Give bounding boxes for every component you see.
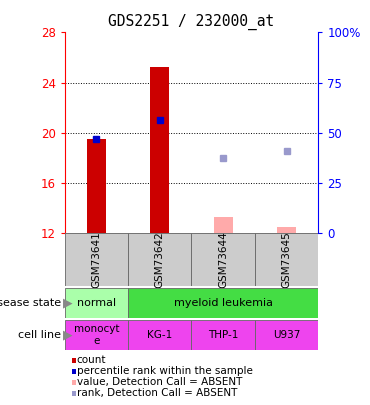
Text: monocyt
e: monocyt e: [74, 324, 119, 346]
Text: ▶: ▶: [63, 328, 73, 342]
Text: GSM73644: GSM73644: [218, 231, 228, 288]
Bar: [255, 233, 318, 286]
Text: GSM73642: GSM73642: [155, 231, 165, 288]
Bar: [192, 233, 255, 286]
Title: GDS2251 / 232000_at: GDS2251 / 232000_at: [108, 13, 275, 30]
Text: count: count: [77, 356, 106, 365]
Text: THP-1: THP-1: [208, 330, 238, 340]
Text: KG-1: KG-1: [147, 330, 172, 340]
Text: normal: normal: [77, 298, 116, 308]
Text: rank, Detection Call = ABSENT: rank, Detection Call = ABSENT: [77, 388, 237, 398]
Bar: [65, 288, 128, 318]
Text: value, Detection Call = ABSENT: value, Detection Call = ABSENT: [77, 377, 242, 387]
Text: U937: U937: [273, 330, 300, 340]
Bar: [213, 217, 233, 233]
Text: GSM73641: GSM73641: [91, 231, 101, 288]
Bar: [65, 320, 128, 350]
Bar: [65, 233, 128, 286]
Bar: [150, 68, 169, 233]
Text: cell line: cell line: [18, 330, 61, 340]
Bar: [128, 233, 192, 286]
Bar: [128, 320, 192, 350]
Bar: [192, 320, 255, 350]
Text: percentile rank within the sample: percentile rank within the sample: [77, 367, 252, 376]
Bar: [128, 288, 318, 318]
Text: GSM73645: GSM73645: [282, 231, 292, 288]
Text: disease state: disease state: [0, 298, 61, 308]
Text: ▶: ▶: [63, 296, 73, 309]
Bar: [277, 227, 296, 233]
Bar: [87, 139, 106, 233]
Bar: [255, 320, 318, 350]
Text: myeloid leukemia: myeloid leukemia: [174, 298, 273, 308]
